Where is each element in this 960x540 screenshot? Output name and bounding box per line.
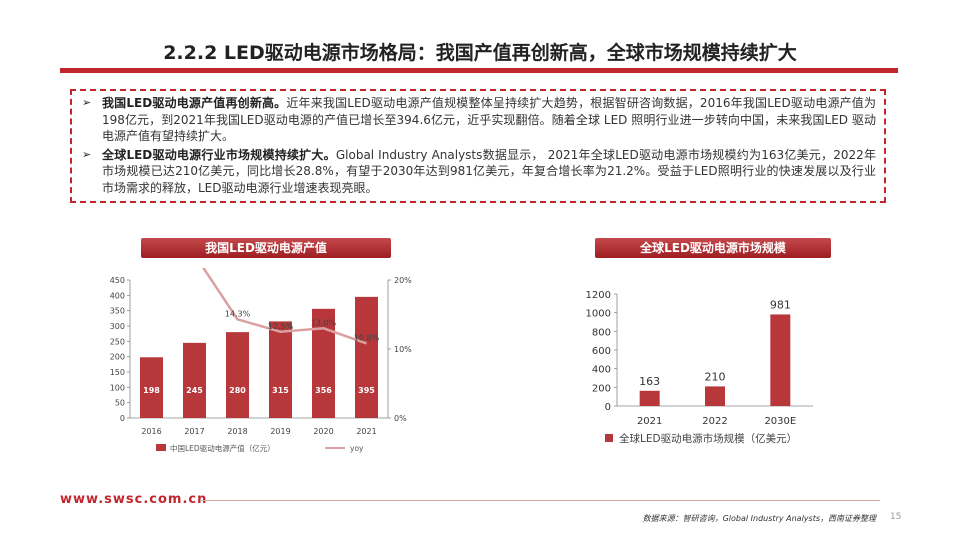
bar [355, 296, 378, 418]
y-tick-label: 0 [605, 402, 611, 413]
bar-value-label: 356 [315, 386, 332, 395]
bullet-text: Global Industry Analysts数据显示， 2021年全球LED… [102, 147, 876, 195]
arrow-bullet-icon: ➢ [82, 147, 92, 161]
china-output-chart: 0 50 100 150 200 250 300 350 400 450 0% 10% 20% 198 20… [110, 268, 412, 453]
bar-value-label: 981 [770, 298, 791, 311]
x-tick-label: 2022 [702, 416, 727, 427]
yoy-value-label: 13.0% [311, 318, 337, 327]
y-tick-label: 50 [115, 399, 125, 408]
y2-tick-label: 10% [394, 345, 412, 354]
bar-value-label: 315 [272, 386, 289, 395]
y-tick-label: 250 [110, 337, 125, 346]
y-tick-label: 800 [592, 327, 611, 338]
bullet-text: 近年来我国LED驱动电源产值规模整体呈持续扩大趋势，根据智研咨询数据，2016年… [102, 96, 876, 143]
bar-value-label: 280 [229, 386, 246, 395]
y2-tick-label: 0% [394, 414, 407, 423]
x-tick-label: 2016 [141, 427, 161, 436]
x-tick-label: 2021 [356, 427, 376, 436]
bullet-domestic-output: ➢ 我国LED驱动电源产值再创新高。近年来我国LED驱动电源产值规模整体呈持续扩… [80, 95, 876, 145]
bullet-lead: 我国LED驱动电源产值再创新高。 [102, 96, 287, 110]
source-note: 数据来源：智研咨询，Global Industry Analysts，西南证券整… [642, 514, 876, 523]
y-tick-label: 200 [592, 383, 611, 394]
y2-tick-label: 20% [394, 276, 412, 285]
legend-bar-swatch [605, 434, 613, 442]
y-tick-label: 350 [110, 307, 125, 316]
yoy-value-label: 14.3% [225, 309, 251, 318]
y-tick-label: 400 [110, 291, 125, 300]
bullet-global-market: ➢ 全球LED驱动电源行业市场规模持续扩大。Global Industry An… [80, 147, 876, 197]
global-market-chart: 0 200 400 600 800 1000 1200 163 2021 210 2022 981 20… [586, 290, 813, 445]
y-tick-label: 0 [120, 414, 125, 423]
bar [705, 386, 725, 406]
bar [226, 332, 249, 418]
x-tick-label: 2017 [184, 427, 204, 436]
page-number: 15 [890, 512, 902, 522]
x-tick-label: 2020 [313, 427, 333, 436]
bar-value-label: 395 [358, 386, 375, 395]
yoy-line [201, 268, 367, 345]
yoy-value-label: 12.5% [268, 322, 294, 331]
legend-bar-label: 中国LED驱动电源产值（亿元） [170, 443, 275, 453]
global-chart-header: 全球LED驱动电源市场规模 [595, 238, 831, 258]
summary-box: ➢ 我国LED驱动电源产值再创新高。近年来我国LED驱动电源产值规模整体呈持续扩… [70, 89, 886, 203]
china-chart-header: 我国LED驱动电源产值 [141, 238, 391, 258]
x-tick-label: 2021 [637, 416, 662, 427]
y-tick-label: 1200 [586, 290, 611, 301]
y-tick-label: 300 [110, 322, 125, 331]
legend-bar-label: 全球LED驱动电源市场规模（亿美元） [619, 432, 797, 445]
y-tick-label: 1000 [586, 309, 611, 320]
title-divider [60, 68, 898, 73]
bar [183, 342, 206, 418]
footer-divider [200, 500, 880, 501]
bar-value-label: 163 [639, 375, 660, 388]
bar-value-label: 210 [705, 370, 726, 383]
y-tick-label: 150 [110, 368, 125, 377]
bar-value-label: 198 [143, 386, 160, 395]
y-tick-label: 450 [110, 276, 125, 285]
y-tick-label: 600 [592, 346, 611, 357]
footer-url[interactable]: www.swsc.com.cn [60, 492, 208, 507]
y-tick-label: 400 [592, 365, 611, 376]
slide-title: 2.2.2 LED驱动电源市场格局：我国产值再创新高，全球市场规模持续扩大 [163, 42, 797, 64]
x-tick-label: 2018 [227, 427, 247, 436]
arrow-bullet-icon: ➢ [82, 96, 92, 109]
bar [770, 314, 791, 406]
legend-line-label: yoy [350, 444, 364, 453]
bar-value-label: 245 [186, 386, 203, 395]
y-tick-label: 200 [110, 353, 125, 362]
bar [639, 390, 660, 406]
bullet-lead: 全球LED驱动电源行业市场规模持续扩大。 [102, 147, 336, 162]
bar [312, 308, 335, 418]
legend-bar-swatch [156, 444, 166, 451]
yoy-value-label: 10.8% [354, 333, 380, 342]
x-tick-label: 2030E [764, 416, 796, 427]
bar [140, 357, 163, 418]
y-tick-label: 100 [110, 383, 125, 392]
x-tick-label: 2019 [270, 427, 290, 436]
bar [269, 321, 292, 418]
